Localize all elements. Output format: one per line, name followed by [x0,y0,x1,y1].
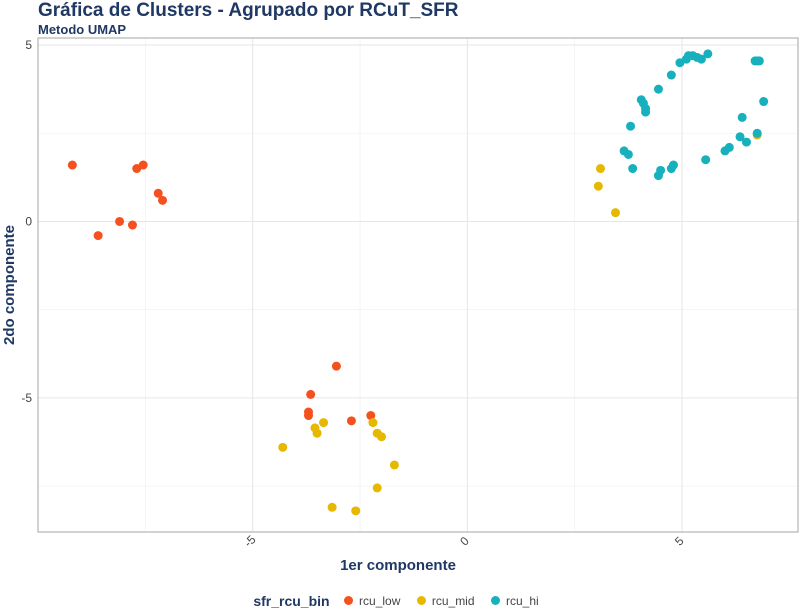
legend-label-rcu-hi: rcu_hi [505,593,539,608]
point-rcu-hi [628,164,638,174]
plot-panel-border [37,37,799,533]
point-rcu-hi [626,121,636,131]
y-tick-label: 0 [25,214,32,228]
chart-subtitle: Metodo UMAP [38,22,127,37]
y-tick-label: -5 [21,391,32,405]
point-rcu-low [93,231,103,241]
point-rcu-low [346,416,356,426]
point-rcu-hi [741,137,751,147]
legend-label-rcu-low: rcu_low [359,593,401,608]
point-rcu-hi [759,97,769,107]
point-rcu-mid [368,418,378,428]
point-rcu-low [127,220,137,230]
point-rcu-low [158,195,168,205]
point-rcu-low [304,411,314,421]
y-tick-label: 5 [25,38,32,52]
x-tick-label: 5 [672,534,687,549]
point-rcu-low [331,361,341,371]
point-rcu-low [67,160,77,170]
point-rcu-mid [312,428,322,438]
point-rcu-hi [703,49,713,59]
point-rcu-low [153,188,163,198]
point-rcu-hi [752,128,762,138]
point-rcu-mid [327,502,337,512]
x-tick-label: -5 [241,532,259,550]
legend: sfr_rcu_bin rcu_low rcu_mid rcu_hi [0,592,804,610]
legend-item-rcu-low: rcu_low [344,592,400,610]
legend-title: sfr_rcu_bin [253,593,330,609]
point-rcu-mid [319,418,329,428]
point-rcu-mid [593,181,603,191]
point-rcu-hi [735,132,745,142]
legend-item-rcu-hi: rcu_hi [490,592,539,610]
legend-item-rcu-mid: rcu_mid [416,592,475,610]
x-tick-label: 0 [457,534,472,549]
point-rcu-hi [666,70,676,80]
point-rcu-hi [641,107,651,117]
chart-title: Gráfica de Clusters - Agrupado por RCuT_… [38,0,459,21]
point-rcu-hi [737,112,747,122]
point-rcu-low [306,389,316,399]
point-rcu-low [115,216,125,226]
x-axis-title: 1er componente [340,557,456,574]
point-rcu-hi [653,84,663,94]
legend-swatch-rcu-hi [490,596,500,606]
point-rcu-hi [668,160,678,170]
point-rcu-hi [701,155,711,165]
point-rcu-hi [754,56,764,66]
point-rcu-mid [278,442,288,452]
legend-swatch-rcu-low [344,596,354,606]
y-axis-title: 2do componente [1,225,18,345]
point-rcu-mid [389,460,399,470]
point-rcu-low [366,411,376,421]
legend-swatch-rcu-mid [416,596,426,606]
point-rcu-hi [696,54,706,64]
legend-label-rcu-mid: rcu_mid [431,593,475,608]
point-rcu-hi [724,142,734,152]
point-rcu-mid [611,208,621,218]
point-rcu-hi [656,165,666,175]
point-rcu-mid [595,164,605,174]
point-rcu-hi [623,149,633,159]
point-rcu-low [138,160,148,170]
point-rcu-mid [351,506,361,516]
point-rcu-mid [372,483,382,493]
point-rcu-mid [377,432,387,442]
